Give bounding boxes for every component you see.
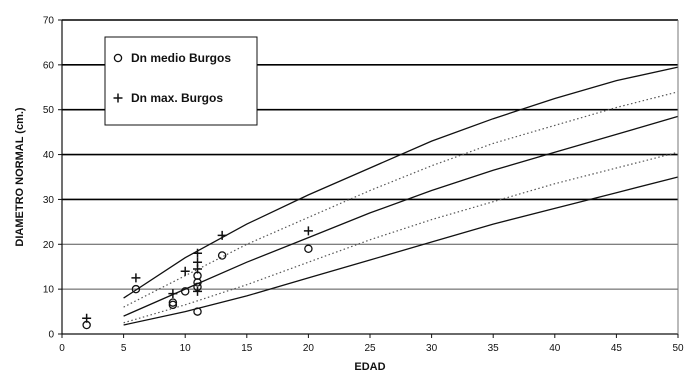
data-points — [82, 226, 313, 330]
point-circle — [180, 287, 190, 296]
point-plus — [82, 313, 92, 323]
point-circle — [131, 284, 141, 294]
x-tick-label: 5 — [121, 343, 127, 354]
x-tick-label: 25 — [364, 343, 376, 354]
legend-box — [104, 36, 258, 126]
point-circle — [193, 278, 202, 287]
x-tick-label: 50 — [672, 343, 684, 354]
x-axis-label: EDAD — [354, 361, 385, 373]
point-plus — [131, 273, 141, 283]
y-tick-label: 10 — [43, 285, 55, 296]
x-tick-label: 30 — [426, 343, 438, 354]
curve-3 — [123, 115, 679, 317]
x-tick-label: 40 — [549, 343, 561, 354]
y-tick-label: 20 — [43, 240, 55, 251]
x-tick-label: 45 — [611, 343, 623, 354]
point-plus — [217, 230, 227, 240]
legend-plus-icon — [113, 93, 123, 103]
curve-5 — [123, 176, 679, 326]
y-tick-label: 30 — [43, 195, 55, 206]
point-plus — [193, 248, 203, 258]
curve-lines — [123, 66, 679, 326]
point-plus — [193, 286, 203, 296]
y-axis-label: DIAMETRO NORMAL (cm.) — [14, 107, 26, 246]
point-circle — [168, 300, 178, 310]
point-plus — [193, 264, 203, 274]
point-plus — [303, 226, 313, 236]
x-tick-label: 15 — [241, 343, 253, 354]
point-circle — [217, 251, 227, 260]
x-tick-label: 35 — [488, 343, 500, 354]
y-tick-label: 70 — [43, 16, 55, 27]
y-tick-label: 40 — [43, 150, 55, 161]
y-tick-label: 0 — [48, 330, 54, 341]
legend-items: Dn medio Burgos Dn max. Burgos — [113, 51, 231, 105]
x-tick-label: 10 — [180, 343, 192, 354]
point-circle — [193, 307, 202, 316]
legend-label: Dn max. Burgos — [131, 91, 223, 105]
y-tick-label: 60 — [43, 60, 55, 71]
legend-label: Dn medio Burgos — [131, 51, 231, 65]
legend: Dn medio Burgos Dn max. Burgos — [104, 36, 258, 126]
legend-circle-icon — [113, 53, 123, 63]
curve-1 — [123, 66, 679, 299]
x-tick-label: 20 — [303, 343, 315, 354]
tick-labels: 0 5 10 15 20 25 30 35 40 45 50 0 10 20 30 40 50 60 70 — [43, 16, 684, 355]
curve-4 — [123, 151, 679, 324]
point-circle — [304, 244, 313, 254]
point-plus — [168, 289, 178, 299]
x-tick-label: 0 — [59, 343, 65, 354]
curve-2 — [123, 91, 679, 308]
y-tick-label: 50 — [43, 105, 55, 116]
point-plus — [180, 266, 190, 276]
